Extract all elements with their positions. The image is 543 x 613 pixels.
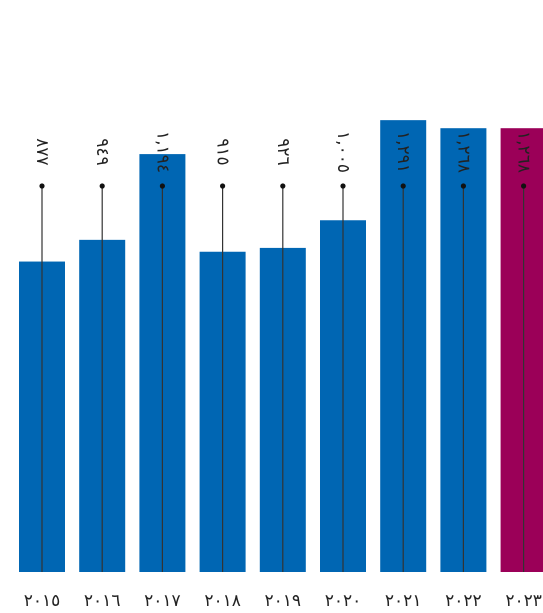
x-tick-label-5: ٢٠٢٠ — [325, 591, 362, 611]
leader-dot-1 — [99, 183, 105, 189]
value-label-0: ٨٧٧ — [32, 138, 52, 165]
value-label-1: ٩٤٩ — [92, 138, 112, 165]
value-label-3: ٩١٥ — [213, 138, 233, 165]
leader-dot-8 — [521, 183, 527, 189]
value-label-5: ١,٠٠٥ — [333, 131, 353, 173]
value-label-4: ٩٢٦ — [273, 138, 293, 165]
value-label-2: ١,١٩٤ — [152, 131, 172, 173]
leader-dot-3 — [220, 183, 226, 189]
x-tick-label-2: ٢٠١٧ — [144, 591, 181, 611]
x-tick-label-8: ٢٠٢٣ — [505, 591, 542, 611]
x-tick-label-3: ٢٠١٨ — [204, 591, 241, 611]
leader-dot-4 — [280, 183, 286, 189]
value-label-7: ١,٢٦٨ — [453, 131, 473, 173]
leader-dot-0 — [39, 183, 45, 189]
x-tick-label-0: ٢٠١٥ — [24, 591, 61, 611]
x-tick-label-6: ٢٠٢١ — [385, 591, 422, 611]
bar-8 — [500, 128, 543, 572]
x-tick-label-4: ٢٠١٩ — [265, 591, 302, 611]
x-tick-label-1: ٢٠١٦ — [84, 591, 121, 611]
leader-dot-5 — [340, 183, 346, 189]
leader-dot-2 — [159, 183, 165, 189]
value-label-6: ١,٢٩١ — [393, 131, 413, 173]
leader-dot-7 — [460, 183, 466, 189]
value-label-8: ١,٢٦٨ — [514, 131, 534, 173]
x-tick-label-7: ٢٠٢٢ — [445, 591, 482, 611]
leader-dot-6 — [400, 183, 406, 189]
